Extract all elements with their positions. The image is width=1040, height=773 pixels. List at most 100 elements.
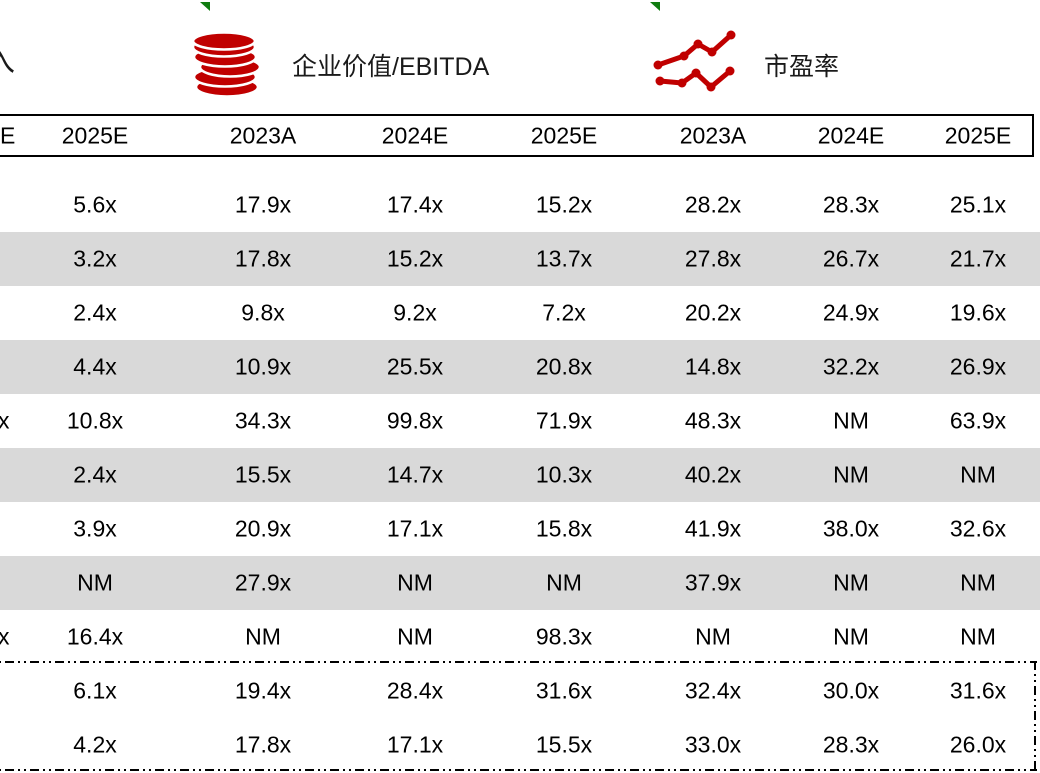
table-row: 4.4x 10.9x 25.5x 20.8x 14.8x 32.2x 26.9x [0, 340, 1040, 394]
green-corner-flag-icon [200, 2, 210, 11]
table-cell: 26.0x [950, 732, 1006, 759]
clipped-cell-fragment: x [0, 624, 10, 651]
table-cell: NM [960, 570, 996, 597]
table-cell: 3.9x [73, 516, 116, 543]
table-row: NM 27.9x NM NM 37.9x NM NM [0, 556, 1040, 610]
header-row: E 2025E2023A2024E2025E2023A2024E2025E [0, 114, 1034, 157]
table-cell: NM [960, 624, 996, 651]
table-cell: NM [833, 462, 869, 489]
table-cell: 3.2x [73, 246, 116, 273]
table-row: x10.8x34.3x99.8x71.9x48.3xNM63.9x [0, 394, 1040, 448]
table-cell: 15.2x [387, 246, 443, 273]
table-cell: 15.8x [536, 516, 592, 543]
table-cell: 26.9x [950, 354, 1006, 381]
header-cell: 2023A [230, 122, 297, 149]
header-cell: 2025E [531, 122, 598, 149]
table-cell: 20.9x [235, 516, 291, 543]
table-cell: 27.8x [685, 246, 741, 273]
table-row: 2.4x9.8x9.2x7.2x20.2x24.9x19.6x [0, 286, 1040, 340]
table-cell: NM [397, 570, 433, 597]
table-cell: 15.2x [536, 192, 592, 219]
table-cell: 9.8x [241, 300, 284, 327]
table-cell: 41.9x [685, 516, 741, 543]
table-cell: 28.4x [387, 678, 443, 705]
table-cell: 17.1x [387, 732, 443, 759]
table-cell: 25.5x [387, 354, 443, 381]
summary-box-top-border [0, 661, 1037, 663]
table-cell: 10.3x [536, 462, 592, 489]
table-cell: 71.9x [536, 408, 592, 435]
table-cell: 15.5x [536, 732, 592, 759]
table-cell: 28.3x [823, 192, 879, 219]
table-cell: NM [397, 624, 433, 651]
table-cell: NM [546, 570, 582, 597]
table-cell: NM [245, 624, 281, 651]
table-cell: NM [833, 570, 869, 597]
header-cell: 2025E [945, 122, 1012, 149]
table-cell: 98.3x [536, 624, 592, 651]
table-cell: 4.2x [73, 732, 116, 759]
table-cell: 32.6x [950, 516, 1006, 543]
table-cell: 30.0x [823, 678, 879, 705]
table-cell: 63.9x [950, 408, 1006, 435]
table-cell: NM [695, 624, 731, 651]
table-cell: 10.9x [235, 354, 291, 381]
coins-icon [189, 28, 263, 102]
summary-row: 6.1x19.4x28.4x31.6x32.4x30.0x31.6x [0, 664, 1040, 718]
table-cell: 34.3x [235, 408, 291, 435]
table-cell: 17.1x [387, 516, 443, 543]
table-row: 3.9x 20.9x 17.1x 15.8x 41.9x 38.0x 32.6x [0, 502, 1040, 556]
table-cell: 32.4x [685, 678, 741, 705]
table-cell: 17.9x [235, 192, 291, 219]
table-cell: 32.2x [823, 354, 879, 381]
table-cell: 20.2x [685, 300, 741, 327]
table-cell: 19.4x [235, 678, 291, 705]
table-cell: NM [960, 462, 996, 489]
table-cell: 17.4x [387, 192, 443, 219]
table-cell: 37.9x [685, 570, 741, 597]
table-cell: 24.9x [823, 300, 879, 327]
table-row: 5.6x 17.9x 17.4x 15.2x 28.2x 28.3x 25.1x [0, 178, 1040, 232]
header-cell: 2024E [382, 122, 449, 149]
table-cell: 4.4x [73, 354, 116, 381]
line-chart-icon [650, 20, 742, 102]
clipped-left-legend-text: 入 [0, 36, 15, 80]
table-cell: 25.1x [950, 192, 1006, 219]
summary-box-bottom-border [0, 769, 1037, 771]
spreadsheet-screenshot: 入 企业价值/EBITDA 市盈率 [0, 0, 1040, 773]
table-cell: 31.6x [950, 678, 1006, 705]
table-cell: 38.0x [823, 516, 879, 543]
legend-label-ev-ebitda: 企业价值/EBITDA [292, 47, 489, 83]
table-row: x 16.4x NM NM 98.3x NM NM NM [0, 610, 1040, 664]
clipped-header-fragment: E [0, 122, 15, 149]
table-cell: 14.7x [387, 462, 443, 489]
table-cell: 2.4x [73, 462, 116, 489]
table-cell: 5.6x [73, 192, 116, 219]
table-row: 2.4x 15.5x 14.7x 10.3x 40.2x NM NM [0, 448, 1040, 502]
table-cell: 20.8x [536, 354, 592, 381]
table-cell: NM [833, 624, 869, 651]
table-cell: 19.6x [950, 300, 1006, 327]
table-cell: NM [77, 570, 113, 597]
table-cell: 28.3x [823, 732, 879, 759]
table-cell: 28.2x [685, 192, 741, 219]
table-cell: 6.1x [73, 678, 116, 705]
table-cell: 99.8x [387, 408, 443, 435]
table-cell: 14.8x [685, 354, 741, 381]
green-corner-flag-icon [650, 2, 660, 11]
header-cell: 2025E [62, 122, 129, 149]
table-cell: 48.3x [685, 408, 741, 435]
table-cell: 16.4x [67, 624, 123, 651]
table-cell: 9.2x [393, 300, 436, 327]
table-cell: 33.0x [685, 732, 741, 759]
table-cell: 15.5x [235, 462, 291, 489]
table-cell: 13.7x [536, 246, 592, 273]
summary-box-right-border [1034, 661, 1036, 771]
table-cell: 40.2x [685, 462, 741, 489]
clipped-cell-fragment: x [0, 408, 10, 435]
table-cell: 27.9x [235, 570, 291, 597]
table-cell: 17.8x [235, 246, 291, 273]
header-cell: 2024E [818, 122, 885, 149]
table-row: 3.2x17.8x15.2x13.7x27.8x26.7x21.7x [0, 232, 1040, 286]
legend-label-pe: 市盈率 [764, 47, 839, 83]
